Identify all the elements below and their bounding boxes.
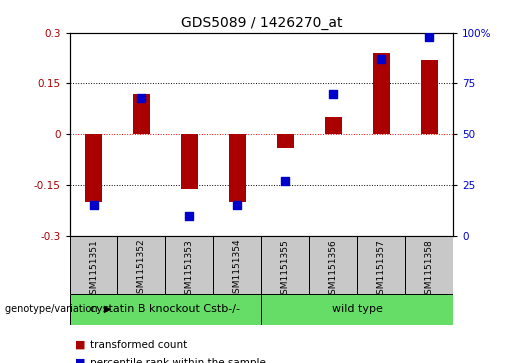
Title: GDS5089 / 1426270_at: GDS5089 / 1426270_at bbox=[181, 16, 342, 30]
Point bbox=[329, 91, 337, 97]
Bar bbox=[325, 117, 341, 134]
Bar bbox=[85, 134, 102, 202]
Point bbox=[425, 34, 433, 40]
Text: GSM1151352: GSM1151352 bbox=[137, 239, 146, 299]
Text: GSM1151357: GSM1151357 bbox=[377, 239, 386, 299]
Bar bbox=[181, 134, 198, 188]
Point bbox=[90, 203, 98, 208]
Bar bbox=[405, 236, 453, 294]
Bar bbox=[310, 236, 357, 294]
Text: GSM1151354: GSM1151354 bbox=[233, 239, 242, 299]
Bar bbox=[373, 53, 390, 134]
Point bbox=[185, 213, 194, 219]
Point bbox=[377, 56, 385, 62]
Bar bbox=[261, 236, 310, 294]
Bar bbox=[133, 94, 150, 134]
Bar bbox=[261, 294, 453, 325]
Text: cystatin B knockout Cstb-/-: cystatin B knockout Cstb-/- bbox=[91, 305, 241, 314]
Bar bbox=[213, 236, 261, 294]
Text: ■: ■ bbox=[75, 340, 85, 350]
Bar bbox=[70, 294, 261, 325]
Bar bbox=[70, 236, 117, 294]
Text: wild type: wild type bbox=[332, 305, 383, 314]
Text: transformed count: transformed count bbox=[90, 340, 187, 350]
Point bbox=[233, 203, 242, 208]
Bar bbox=[357, 236, 405, 294]
Bar bbox=[421, 60, 438, 134]
Point bbox=[138, 95, 146, 101]
Bar bbox=[165, 236, 213, 294]
Bar bbox=[277, 134, 294, 148]
Bar bbox=[117, 236, 165, 294]
Bar bbox=[229, 134, 246, 202]
Text: GSM1151353: GSM1151353 bbox=[185, 239, 194, 299]
Text: ■: ■ bbox=[75, 358, 85, 363]
Text: GSM1151358: GSM1151358 bbox=[425, 239, 434, 299]
Text: GSM1151355: GSM1151355 bbox=[281, 239, 290, 299]
Text: GSM1151351: GSM1151351 bbox=[89, 239, 98, 299]
Text: GSM1151356: GSM1151356 bbox=[329, 239, 338, 299]
Point bbox=[281, 178, 289, 184]
Text: genotype/variation  ▶: genotype/variation ▶ bbox=[5, 304, 112, 314]
Text: percentile rank within the sample: percentile rank within the sample bbox=[90, 358, 266, 363]
